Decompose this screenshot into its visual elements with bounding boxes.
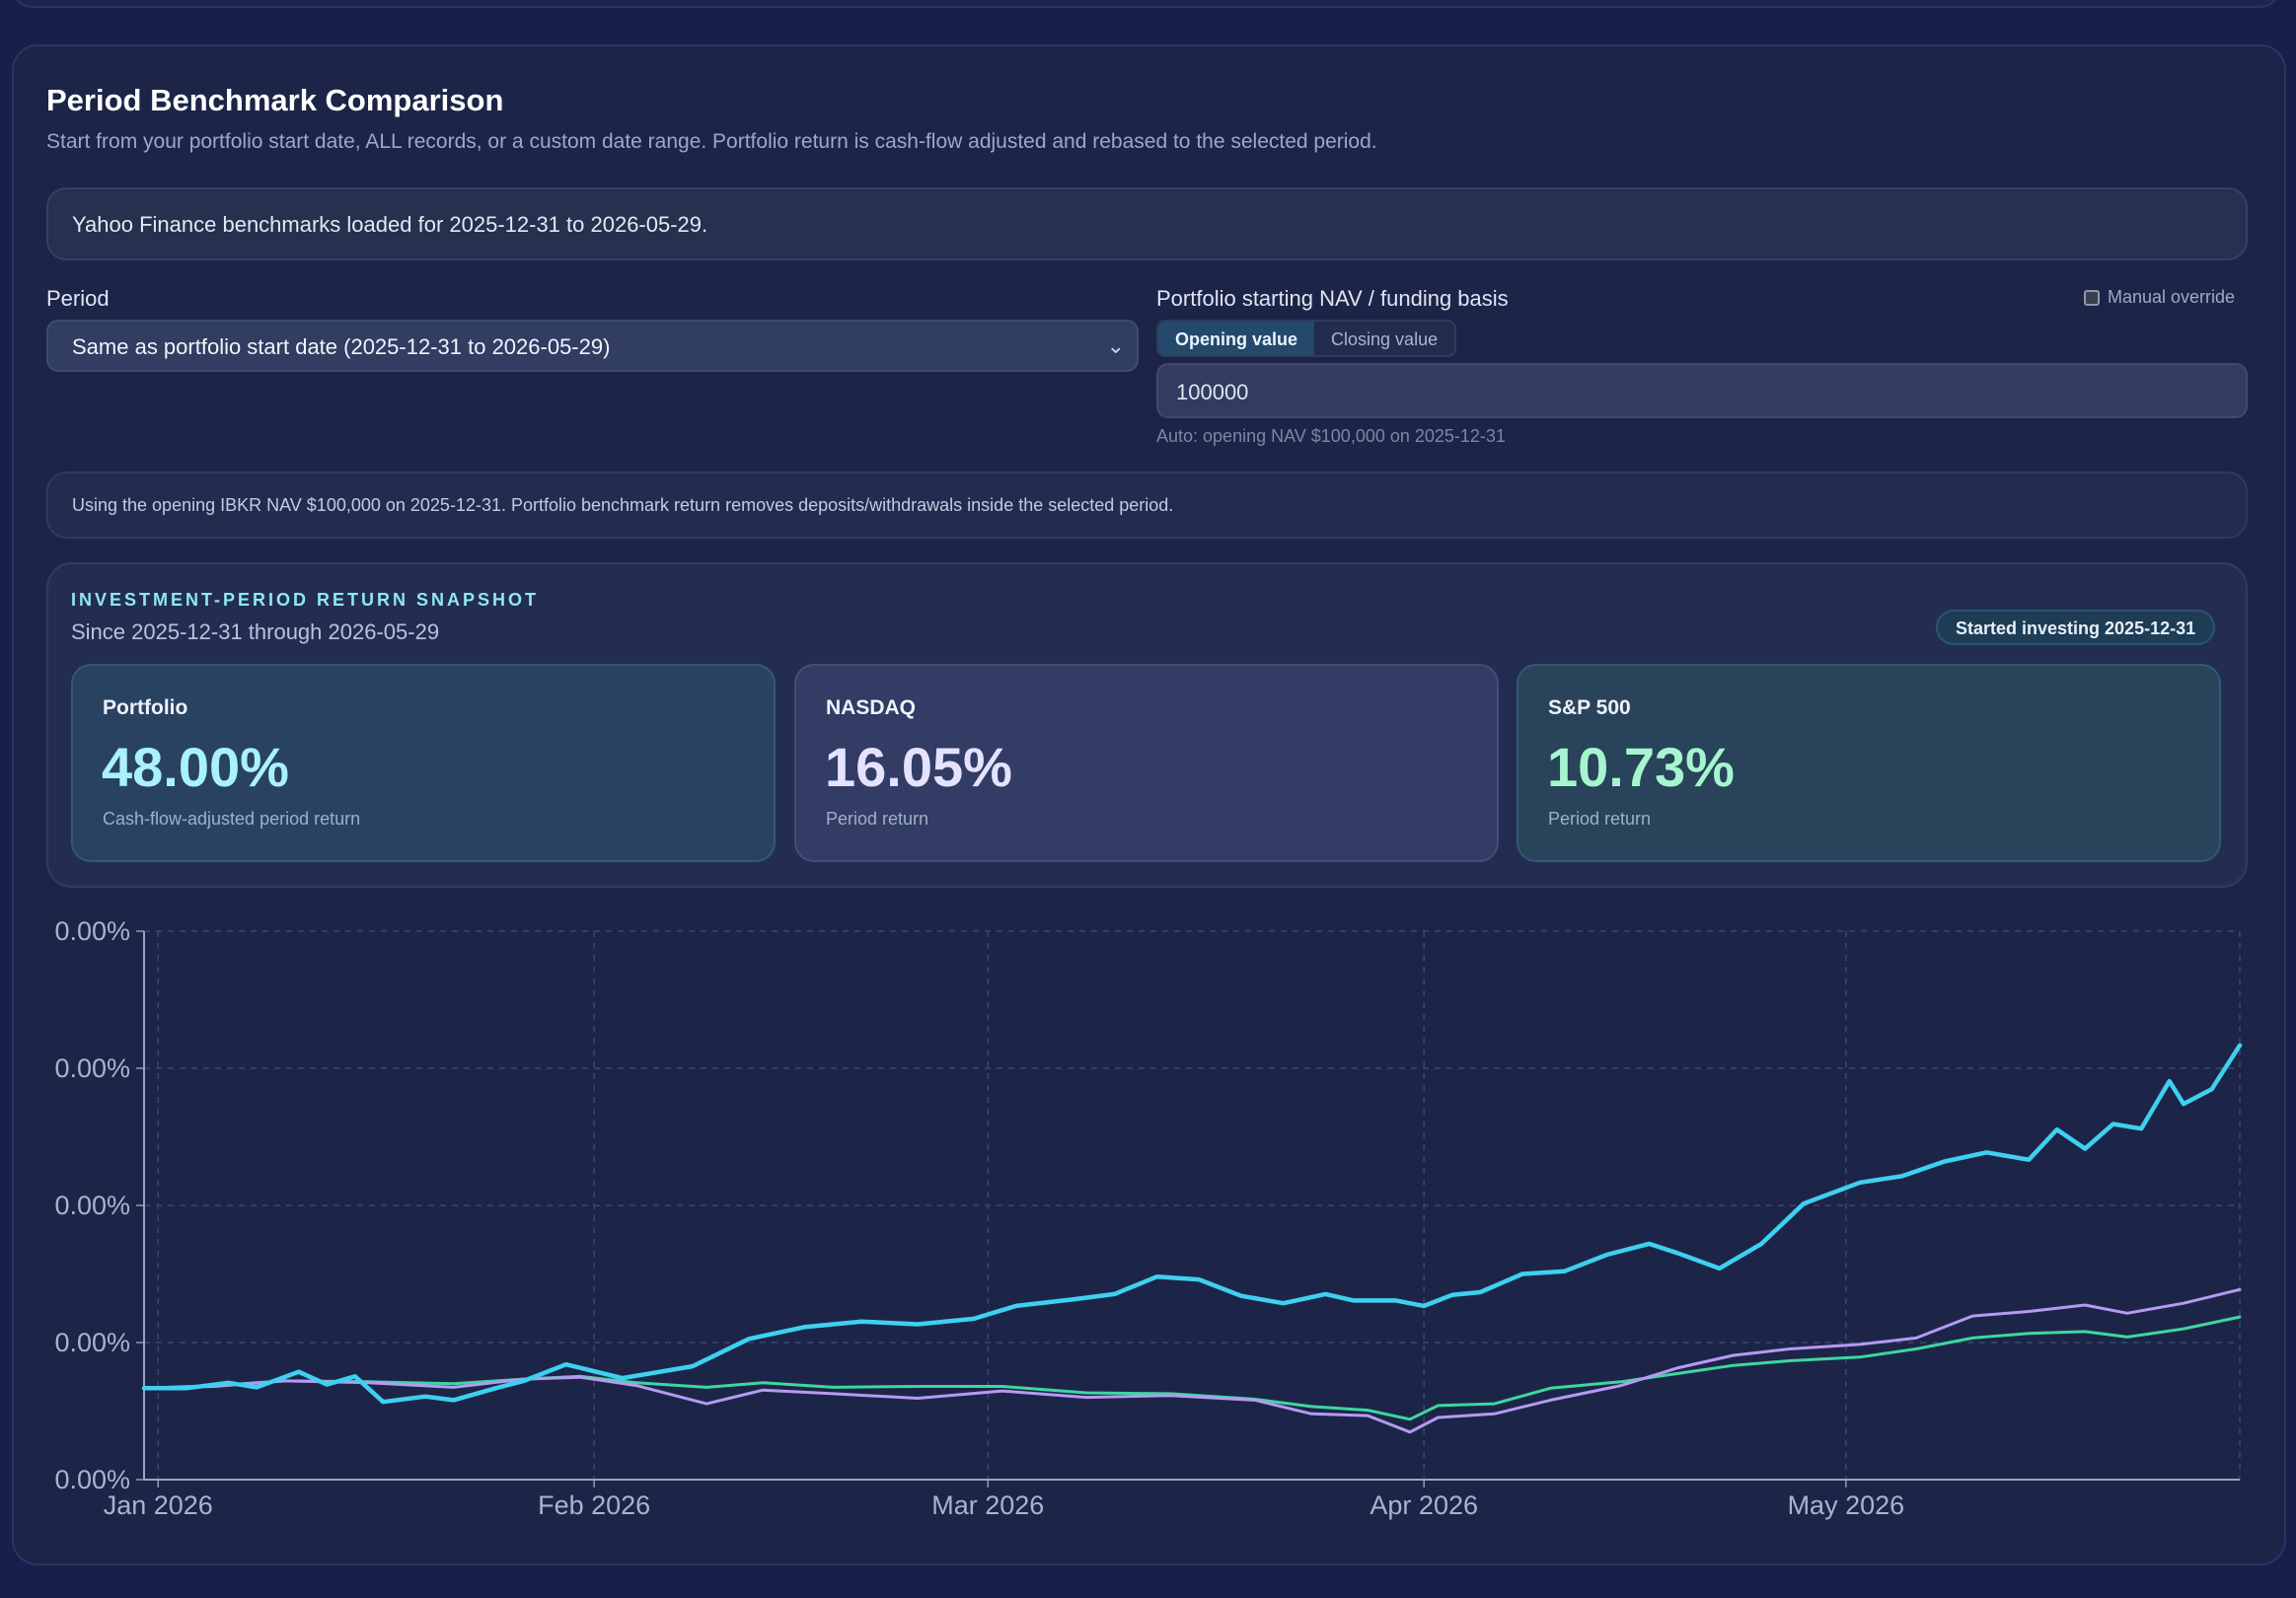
previous-panel-edge [12,0,2280,8]
y-tick-label: 0.00% [54,1465,130,1494]
snapshot-date-range: Since 2025-12-31 through 2026-05-29 [71,619,440,644]
card-value: 16.05% [825,736,1012,798]
benchmark-line-chart: 0.00%0.00%0.00%0.00%0.00%Jan 2026 Feb 202… [54,916,2243,1520]
y-tick-label: 0.00% [54,1191,130,1220]
x-tick-label: Apr 2026 [1370,1490,1478,1520]
y-tick-label: 0.00% [54,916,130,946]
nasdaq-series-line [142,1287,2242,1434]
portfolio-return-card: Portfolio 48.00% Cash-flow-adjusted peri… [71,664,776,862]
manual-override-toggle[interactable]: Manual override [2084,287,2235,308]
closing-value-option[interactable]: Closing value [1331,329,1439,349]
x-tick-label: Feb 2026 [538,1490,650,1520]
benchmark-load-notice: Yahoo Finance benchmarks loaded for 2025… [46,187,2248,260]
y-tick-label: 0.00% [54,1053,130,1083]
nav-info-box: Using the opening IBKR NAV $100,000 on 2… [46,472,2248,539]
card-name: S&P 500 [1548,696,1631,719]
card-name: Portfolio [103,696,188,719]
starting-nav-input[interactable]: 100000 [1156,363,2248,418]
nav-auto-note: Auto: opening NAV $100,000 on 2025-12-31 [1156,426,1506,446]
period-selected-value: Same as portfolio start date (2025-12-31… [72,334,611,359]
x-tick-label: Jan 2026 [104,1490,213,1520]
manual-override-checkbox[interactable] [2084,289,2100,306]
portfolio-series-line [141,1043,2243,1405]
nav-label: Portfolio starting NAV / funding basis [1156,286,1509,311]
panel-subtitle: Start from your portfolio start date, AL… [46,130,1377,153]
x-tick-label: May 2026 [1788,1490,1905,1520]
opening-value-option[interactable]: Opening value [1158,322,1315,355]
sp500-return-card: S&P 500 10.73% Period return [1517,664,2221,862]
card-subtext: Period return [826,809,929,829]
card-name: NASDAQ [826,696,917,719]
period-select[interactable]: Same as portfolio start date (2025-12-31… [46,320,1139,372]
y-tick-label: 0.00% [54,1328,130,1357]
card-subtext: Cash-flow-adjusted period return [103,809,361,829]
card-subtext: Period return [1548,809,1652,829]
manual-override-label: Manual override [2108,287,2236,307]
period-label: Period [46,286,110,311]
start-date-badge: Started investing 2025-12-31 [1936,610,2216,645]
nasdaq-return-card: NASDAQ 16.05% Period return [794,664,1499,862]
chevron-down-icon: ⌄ [1106,333,1125,358]
panel-title: Period Benchmark Comparison [46,83,504,117]
sp500-series-line [142,1315,2242,1421]
card-value: 48.00% [102,736,289,798]
nav-basis-toggle: Opening value Closing value [1156,320,1457,357]
snapshot-eyebrow: INVESTMENT-PERIOD RETURN SNAPSHOT [71,590,540,610]
card-value: 10.73% [1547,736,1735,798]
x-tick-label: Mar 2026 [931,1490,1044,1520]
